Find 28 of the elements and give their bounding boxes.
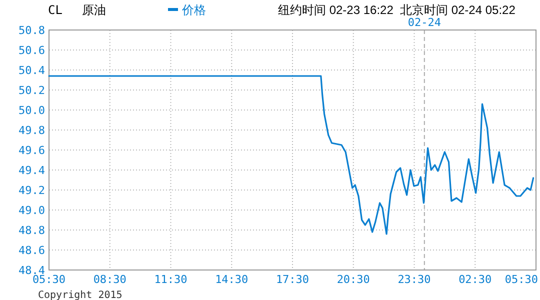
subtitle: 原油 <box>82 3 106 17</box>
ytick: 49.6 <box>18 144 45 157</box>
xtick: 02:30 <box>458 273 492 286</box>
ytick: 48.6 <box>18 244 45 257</box>
ytick: 50.0 <box>18 104 45 117</box>
ytick: 48.8 <box>18 224 45 237</box>
title: CL <box>48 3 62 17</box>
xtick: 23:30 <box>398 273 431 286</box>
ytick: 49.8 <box>18 124 45 137</box>
annotation: Copyright 2015 <box>38 290 122 300</box>
ytick: 50.2 <box>18 84 45 97</box>
legend-label: 价格 <box>182 3 206 17</box>
xtick: 14:30 <box>215 273 248 286</box>
xtick: 08:30 <box>93 273 126 286</box>
xtick: 05:30 <box>504 273 538 286</box>
annotation: 北京时间 02-24 05:22 <box>400 3 516 17</box>
ytick: 50.6 <box>18 44 45 57</box>
ytick: 49.4 <box>18 164 45 177</box>
ref-label: 02-24 <box>408 16 441 29</box>
ytick: 50.8 <box>18 24 45 37</box>
xtick: 05:30 <box>32 273 66 286</box>
ytick: 50.4 <box>18 64 45 77</box>
xtick: 20:30 <box>336 273 370 286</box>
ytick: 49.2 <box>18 184 45 197</box>
xtick: 11:30 <box>154 273 188 286</box>
annotation: 纽约时间 02-23 16:22 <box>278 3 394 17</box>
ytick: 49.0 <box>18 204 45 217</box>
xtick: 17:30 <box>276 273 310 286</box>
